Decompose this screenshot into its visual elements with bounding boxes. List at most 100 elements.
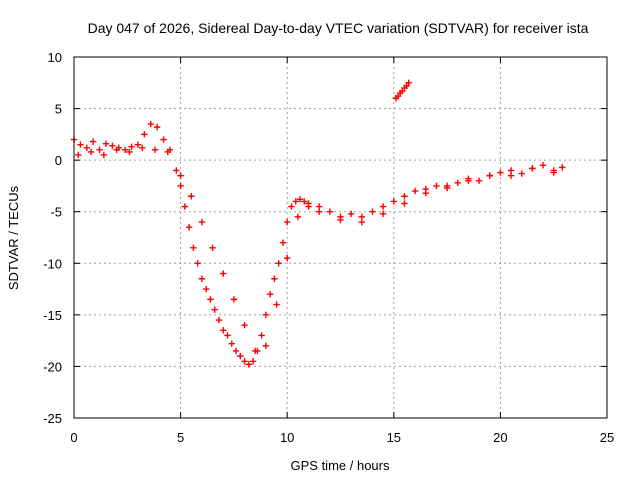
data-point (305, 203, 312, 210)
data-point (262, 342, 270, 349)
data-point (539, 162, 547, 169)
data-point (198, 218, 206, 226)
data-point (194, 260, 201, 267)
data-point (347, 210, 355, 217)
data-point (177, 172, 184, 179)
data-point (151, 146, 159, 154)
data-point (271, 275, 278, 282)
data-points (70, 79, 566, 368)
data-point (465, 177, 472, 184)
data-point (292, 198, 299, 205)
x-tick-label: 10 (280, 430, 294, 445)
data-point (422, 189, 429, 197)
data-point (228, 340, 235, 347)
data-point (475, 177, 483, 184)
data-point (284, 254, 291, 262)
data-point (301, 198, 308, 205)
data-point (230, 296, 238, 303)
y-axis-label: SDTVAR / TECUs (6, 185, 21, 290)
data-point (262, 311, 270, 319)
data-point (433, 182, 440, 190)
data-point (279, 239, 287, 246)
data-point (266, 291, 274, 298)
data-point (273, 301, 280, 308)
data-point (401, 193, 408, 200)
data-point (215, 316, 223, 324)
data-point (390, 198, 397, 205)
data-point (109, 142, 116, 149)
data-point (326, 208, 334, 215)
data-point (454, 179, 461, 187)
x-tick-label: 20 (493, 430, 507, 445)
data-point (177, 182, 184, 190)
data-point (405, 79, 412, 86)
data-point (83, 144, 90, 151)
data-point (141, 131, 148, 138)
data-point (284, 218, 291, 226)
data-point (252, 347, 259, 355)
y-tick-label: -5 (50, 205, 62, 220)
data-point (147, 120, 154, 128)
y-tick-label: -10 (43, 256, 62, 271)
data-point (224, 332, 231, 339)
data-point (89, 138, 97, 145)
data-point (160, 136, 167, 143)
data-point (245, 361, 253, 368)
x-tick-label: 0 (70, 430, 77, 445)
data-point (275, 260, 282, 267)
x-axis-label: GPS time / hours (291, 458, 390, 473)
y-tick-label: 5 (55, 102, 62, 117)
y-tick-label: -25 (43, 411, 62, 426)
series-group (70, 120, 566, 368)
data-point (443, 182, 451, 190)
data-point (241, 321, 248, 329)
data-point (100, 151, 108, 159)
data-point (164, 148, 172, 156)
y-tick-label: 0 (55, 153, 62, 168)
tick-layer: 0 5 10 15 20 25 10 5 0 -5 -10 -15 -20 -25 (43, 50, 614, 445)
data-point (401, 200, 408, 207)
data-point (296, 196, 304, 203)
data-point (486, 172, 493, 179)
x-tick-label: 15 (387, 430, 401, 445)
data-point (87, 148, 95, 156)
data-point (211, 306, 218, 313)
data-point (220, 327, 227, 334)
data-point (315, 208, 323, 215)
data-point (550, 169, 557, 176)
data-point (249, 358, 257, 365)
data-point (198, 275, 206, 282)
data-point (75, 151, 82, 159)
data-point (529, 165, 536, 172)
data-point (379, 203, 387, 210)
y-tick-label: -20 (43, 359, 62, 374)
data-point (294, 213, 302, 221)
data-point (379, 210, 387, 217)
y-tick-label: -15 (43, 308, 62, 323)
data-point (241, 358, 248, 365)
grid-layer (74, 57, 607, 418)
data-point (181, 203, 189, 210)
data-point (202, 285, 210, 293)
data-point (207, 296, 214, 303)
data-point (128, 143, 135, 150)
data-point (220, 270, 227, 277)
x-tick-label: 25 (600, 430, 614, 445)
data-point (497, 169, 504, 176)
plot-frame (73, 56, 608, 419)
data-point (121, 146, 129, 154)
data-point (113, 146, 120, 154)
data-point (209, 244, 216, 252)
data-point (77, 141, 84, 148)
data-point (139, 144, 146, 151)
data-point (288, 203, 295, 210)
data-point (188, 193, 195, 200)
data-point (337, 216, 344, 224)
data-point (507, 172, 515, 179)
chart-title: Day 047 of 2026, Sidereal Day-to-day VTE… (88, 20, 589, 36)
data-point (134, 141, 142, 148)
y-tick-label: 10 (48, 50, 62, 65)
data-point (237, 352, 244, 360)
data-point (126, 148, 133, 156)
